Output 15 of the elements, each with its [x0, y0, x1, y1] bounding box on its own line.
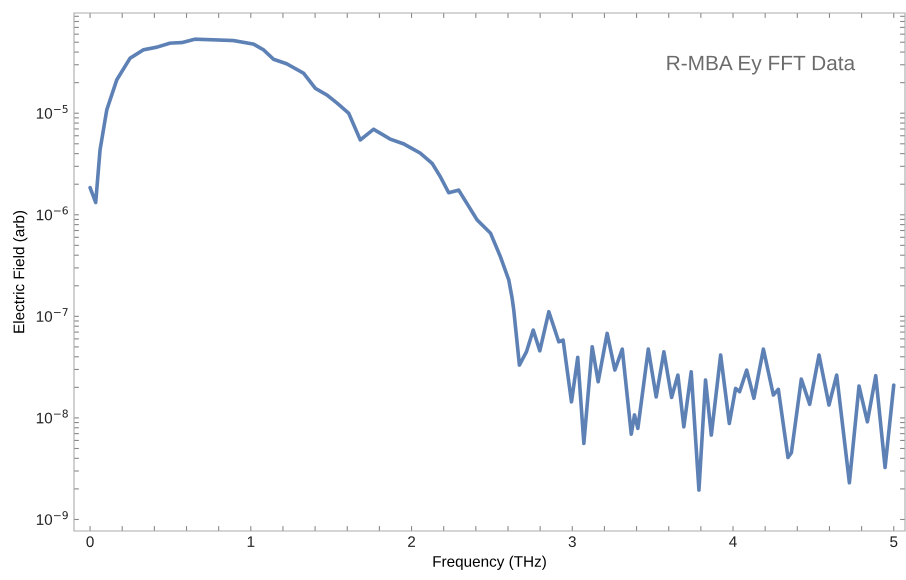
x-tick-label: 1 — [248, 536, 254, 547]
y-tick-label: 10$^{−7}$ — [36, 308, 68, 322]
x-tick-label: 3 — [568, 536, 576, 548]
y-tick-label: 10$^{−5}$ — [36, 105, 68, 119]
text: R-MBA Ey FFT Data — [667, 56, 856, 75]
x-axis-title: Frequency (THz) — [433, 556, 546, 570]
x-tick-label: 2 — [408, 536, 416, 547]
x-tick-label: 4 — [729, 536, 737, 547]
y-tick-label: 10$^{−9}$ — [36, 511, 68, 526]
x-tick-label: 5 — [890, 536, 898, 548]
y-axis-title: Electric Field (arb) — [13, 210, 28, 333]
line-series — [88, 37, 896, 492]
y-tick-label: 10$^{−8}$ — [36, 410, 68, 424]
y-tick-label: 10$^{−6}$ — [36, 206, 68, 220]
x-tick-label: 0 — [86, 536, 94, 548]
